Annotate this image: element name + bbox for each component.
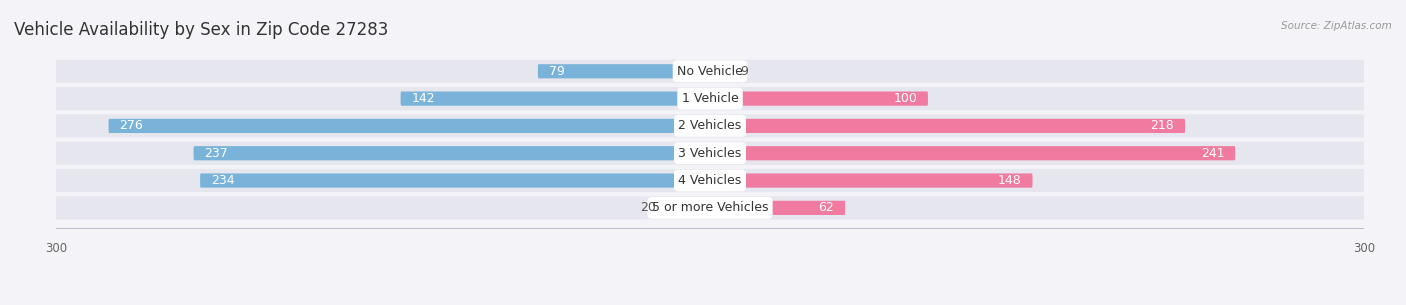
FancyBboxPatch shape bbox=[710, 146, 1236, 160]
Text: 100: 100 bbox=[893, 92, 917, 105]
FancyBboxPatch shape bbox=[194, 146, 710, 160]
FancyBboxPatch shape bbox=[710, 119, 1185, 133]
FancyBboxPatch shape bbox=[710, 201, 845, 215]
Text: 79: 79 bbox=[548, 65, 565, 78]
Text: 5 or more Vehicles: 5 or more Vehicles bbox=[652, 201, 768, 214]
FancyBboxPatch shape bbox=[52, 114, 1368, 138]
Text: 234: 234 bbox=[211, 174, 235, 187]
Text: 62: 62 bbox=[818, 201, 834, 214]
FancyBboxPatch shape bbox=[52, 196, 1368, 220]
Text: 241: 241 bbox=[1201, 147, 1225, 160]
FancyBboxPatch shape bbox=[52, 60, 1368, 83]
Text: 2 Vehicles: 2 Vehicles bbox=[679, 120, 741, 132]
FancyBboxPatch shape bbox=[52, 142, 1368, 165]
Text: 20: 20 bbox=[640, 201, 655, 214]
FancyBboxPatch shape bbox=[538, 64, 710, 78]
Text: Vehicle Availability by Sex in Zip Code 27283: Vehicle Availability by Sex in Zip Code … bbox=[14, 21, 388, 39]
Text: 148: 148 bbox=[998, 174, 1022, 187]
FancyBboxPatch shape bbox=[710, 92, 928, 106]
FancyBboxPatch shape bbox=[52, 87, 1368, 110]
FancyBboxPatch shape bbox=[401, 92, 710, 106]
Text: 4 Vehicles: 4 Vehicles bbox=[679, 174, 741, 187]
Text: 218: 218 bbox=[1150, 120, 1174, 132]
FancyBboxPatch shape bbox=[710, 64, 730, 78]
Text: 237: 237 bbox=[204, 147, 228, 160]
Text: 276: 276 bbox=[120, 120, 143, 132]
Text: 9: 9 bbox=[741, 65, 748, 78]
Legend: Male, Female: Male, Female bbox=[647, 304, 773, 305]
Text: Source: ZipAtlas.com: Source: ZipAtlas.com bbox=[1281, 21, 1392, 31]
FancyBboxPatch shape bbox=[52, 169, 1368, 192]
FancyBboxPatch shape bbox=[710, 174, 1032, 188]
Text: No Vehicle: No Vehicle bbox=[678, 65, 742, 78]
FancyBboxPatch shape bbox=[108, 119, 710, 133]
Text: 1 Vehicle: 1 Vehicle bbox=[682, 92, 738, 105]
FancyBboxPatch shape bbox=[200, 174, 710, 188]
FancyBboxPatch shape bbox=[666, 201, 710, 215]
Text: 3 Vehicles: 3 Vehicles bbox=[679, 147, 741, 160]
Text: 142: 142 bbox=[412, 92, 434, 105]
